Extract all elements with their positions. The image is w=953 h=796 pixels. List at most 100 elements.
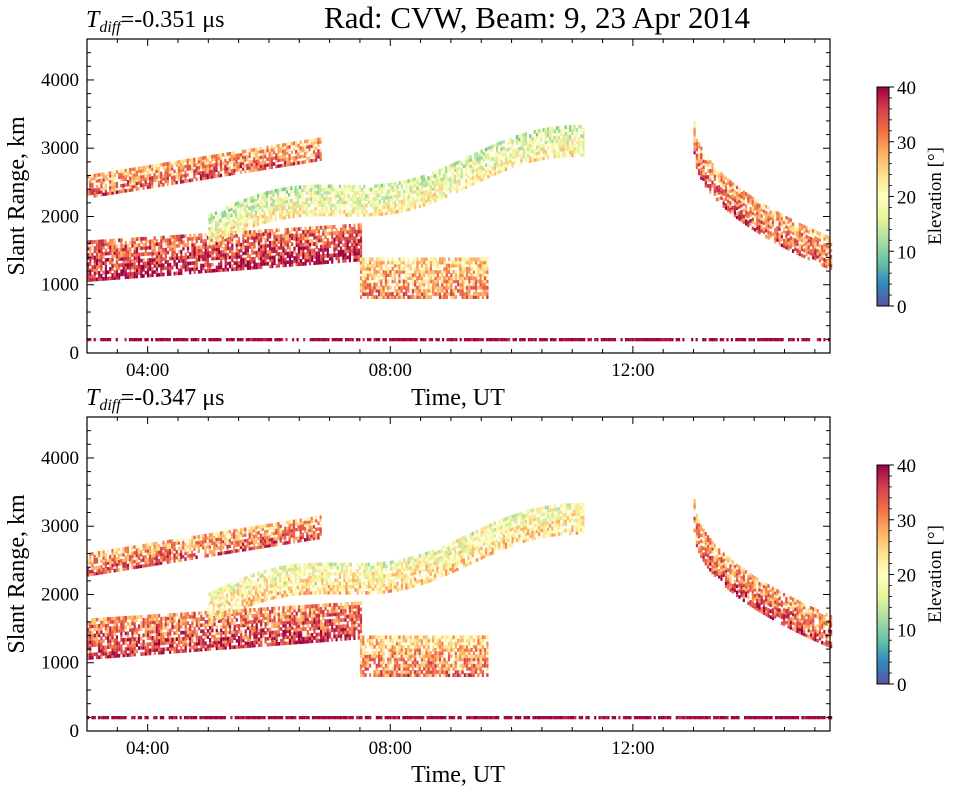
heatmap-cell [475, 260, 478, 265]
heatmap-cell [411, 187, 415, 192]
heatmap-cell [335, 253, 338, 257]
heatmap-cell [189, 267, 192, 272]
heatmap-cell [434, 173, 437, 178]
heatmap-cell [331, 240, 334, 245]
heatmap-cell [481, 338, 484, 342]
heatmap-cell [411, 181, 415, 185]
y-tick-label: 3000 [41, 138, 79, 159]
heatmap-cell [349, 338, 352, 342]
heatmap-cell [416, 276, 419, 281]
heatmap-cell [383, 183, 386, 188]
heatmap-cell [343, 203, 346, 208]
heatmap-cell [564, 153, 567, 158]
heatmap-cell [357, 242, 360, 246]
heatmap-cell [367, 197, 370, 201]
heatmap-cell [284, 228, 287, 232]
heatmap-cell [702, 338, 705, 342]
heatmap-cell [104, 186, 107, 190]
heatmap-cell [204, 254, 207, 258]
heatmap-cell [785, 239, 788, 244]
heatmap-cell [178, 271, 181, 276]
heatmap-cell [144, 621, 147, 625]
heatmap-cell [124, 272, 127, 276]
heatmap-cell [569, 137, 572, 142]
heatmap-cell [416, 285, 419, 290]
heatmap-cell [191, 246, 194, 250]
heatmap-cell [93, 173, 96, 178]
heatmap-cell [473, 181, 477, 185]
heatmap-cell [391, 270, 394, 274]
heatmap-cell [253, 153, 256, 158]
heatmap-cell [477, 338, 480, 342]
heatmap-cell [113, 641, 116, 646]
heatmap-cell [519, 338, 522, 342]
heatmap-cell [396, 288, 399, 293]
heatmap-cell [429, 285, 433, 290]
heatmap-cell [202, 263, 205, 268]
heatmap-cell [487, 152, 490, 157]
heatmap-cell [226, 231, 229, 235]
heatmap-cell [715, 185, 719, 190]
heatmap-cell [111, 645, 114, 649]
heatmap-cell [228, 157, 231, 162]
heatmap-cell [124, 631, 127, 636]
heatmap-cell [91, 277, 94, 282]
heatmap-cell [546, 130, 550, 135]
heatmap-cell [501, 338, 504, 342]
heatmap-cell [376, 212, 379, 217]
heatmap-cell [816, 252, 819, 256]
heatmap-cell [493, 143, 496, 148]
heatmap-cell [352, 210, 355, 214]
heatmap-cell [98, 274, 101, 278]
heatmap-cell [774, 338, 778, 342]
heatmap-cell [468, 276, 471, 281]
heatmap-cell [111, 638, 114, 643]
heatmap-cell [480, 177, 483, 182]
heatmap-cell [223, 213, 226, 218]
heatmap-feature [87, 601, 363, 660]
heatmap-cell [242, 233, 245, 238]
heatmap-cell [514, 338, 517, 342]
heatmap-cell [407, 179, 410, 183]
heatmap-cell [425, 180, 428, 184]
heatmap-cell [440, 167, 443, 172]
heatmap-cell [794, 238, 797, 243]
heatmap-cell [709, 178, 712, 182]
heatmap-cell [193, 249, 196, 253]
heatmap-cell [104, 261, 107, 265]
heatmap-cell [235, 159, 238, 164]
heatmap-cell [129, 640, 132, 645]
heatmap-cell [91, 618, 94, 622]
heatmap-cell [414, 295, 417, 299]
heatmap-cell [239, 228, 242, 233]
panel-bottom: Tdiff=-0.347 μs 04:00 08:00 12:00010002000… [4, 385, 946, 788]
heatmap-cell [217, 153, 220, 158]
heatmap-cell [115, 619, 118, 624]
heatmap-cell [302, 255, 305, 260]
heatmap-cell [378, 257, 381, 262]
heatmap-cell [198, 248, 201, 253]
heatmap-cell [348, 252, 351, 256]
heatmap-cell [113, 173, 116, 177]
heatmap-cell [816, 240, 819, 244]
heatmap-cell [288, 260, 292, 264]
heatmap-cell [264, 166, 267, 170]
heatmap-cell [477, 263, 480, 268]
heatmap-cell [520, 146, 523, 150]
heatmap-cell [307, 197, 311, 201]
heatmap-cell [109, 629, 112, 634]
heatmap-cell [326, 247, 329, 252]
heatmap-cell [259, 193, 262, 197]
heatmap-cell [359, 235, 363, 240]
heatmap-cell [564, 147, 567, 152]
heatmap-cell [153, 236, 156, 240]
heatmap-cell [91, 240, 94, 244]
heatmap-cell [100, 252, 103, 256]
heatmap-cell [217, 174, 220, 178]
heatmap-cell [651, 338, 654, 342]
heatmap-cell [180, 168, 183, 172]
heatmap-cell [321, 209, 324, 214]
heatmap-cell [204, 269, 207, 274]
heatmap-cell [171, 172, 174, 177]
